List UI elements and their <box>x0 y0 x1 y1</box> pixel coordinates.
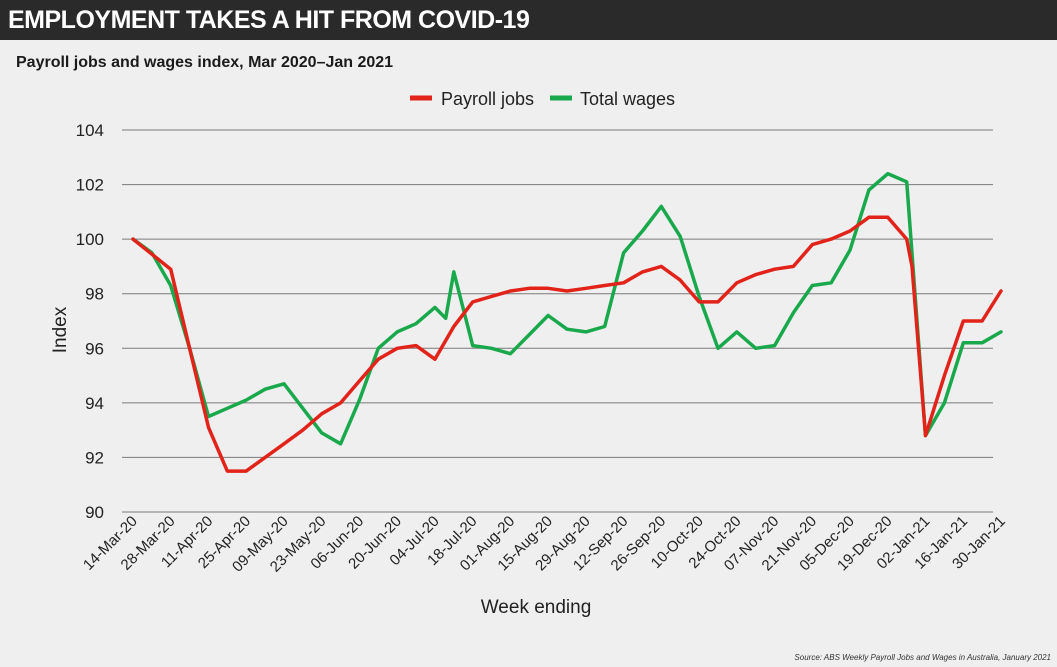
x-axis-ticks: 14-Mar-2028-Mar-2011-Apr-2025-Apr-2009-M… <box>80 513 1009 576</box>
y-tick-label: 102 <box>76 176 104 195</box>
series-lines <box>131 171 1003 473</box>
y-tick-label: 94 <box>85 394 104 413</box>
page-title: EMPLOYMENT TAKES A HIT FROM COVID-19 <box>8 6 530 34</box>
series-line-total-wages <box>131 171 1003 446</box>
header-bar: EMPLOYMENT TAKES A HIT FROM COVID-19 <box>0 0 1057 40</box>
y-tick-label: 90 <box>85 503 104 522</box>
y-tick-label: 104 <box>76 121 104 140</box>
y-tick-label: 96 <box>85 339 104 358</box>
legend-label-payroll: Payroll jobs <box>441 89 534 109</box>
series-line-payroll-jobs <box>131 215 1003 473</box>
x-axis-title: Week ending <box>481 597 592 618</box>
y-tick-label: 92 <box>85 448 104 467</box>
y-axis-title: Index <box>50 306 71 353</box>
legend-label-wages: Total wages <box>580 89 675 109</box>
y-tick-label: 98 <box>85 285 104 304</box>
y-axis-ticks: 90 92 94 96 98 100 102 104 <box>76 121 104 522</box>
gridlines <box>122 129 993 513</box>
y-tick-label: 100 <box>76 230 104 249</box>
source-note: Source: ABS Weekly Payroll Jobs and Wage… <box>794 653 1051 662</box>
chart-subtitle: Payroll jobs and wages index, Mar 2020–J… <box>16 54 394 71</box>
legend: Payroll jobs Total wages <box>410 89 675 109</box>
